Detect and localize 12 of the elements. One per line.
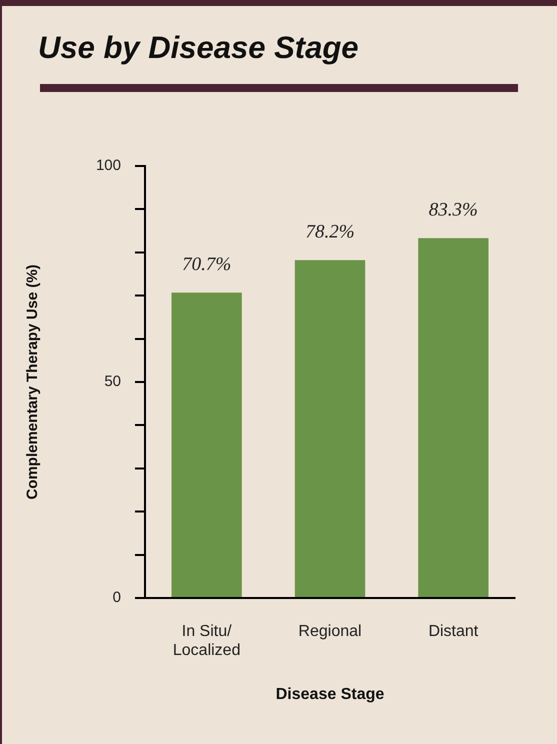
x-tick-label: Distant (428, 623, 479, 640)
y-tick-label: 0 (112, 589, 121, 606)
y-tick-label: 100 (96, 157, 121, 174)
data-label: 78.2% (305, 222, 355, 243)
x-tick-label: In Situ/ Localized (172, 623, 240, 660)
chart-title: Use by Disease Stage (38, 30, 359, 66)
y-tick-label: 50 (104, 373, 121, 390)
y-axis-title: Complementary Therapy Use (%) (24, 264, 42, 500)
x-tick-label: Regional (298, 623, 362, 640)
data-label: 83.3% (428, 200, 478, 221)
x-axis-title: Disease Stage (276, 686, 384, 703)
data-label: 70.7% (182, 254, 232, 276)
